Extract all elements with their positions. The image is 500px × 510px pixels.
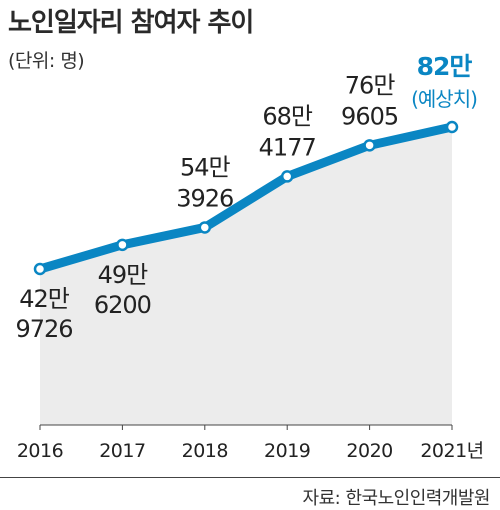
x-tick-label: 2017 (99, 440, 145, 462)
area-fill (40, 127, 452, 425)
data-label-primary: 49만 (98, 261, 149, 289)
data-point (445, 120, 459, 134)
x-tick-label: 2018 (182, 440, 228, 462)
source-text: 자료: 한국노인인력개발원 (302, 488, 491, 509)
data-label-secondary: 9605 (341, 102, 398, 130)
data-point (33, 262, 47, 276)
data-label-secondary: 3926 (176, 184, 233, 212)
point-layer (33, 120, 459, 276)
data-label-primary: 42만 (19, 285, 70, 313)
area-layer (40, 127, 452, 425)
data-label-primary: 76만 (345, 71, 396, 99)
data-point (198, 221, 212, 234)
x-tick-label: 2019 (264, 440, 310, 462)
data-label-secondary: 4177 (259, 133, 316, 161)
x-tick-label: 2020 (346, 440, 392, 462)
data-label-primary: 82만 (417, 52, 473, 81)
data-point (280, 170, 294, 183)
footer-divider (0, 477, 500, 478)
data-label-primary: 54만 (180, 153, 231, 181)
chart-title: 노인일자리 참여자 추이 (8, 8, 254, 38)
series-line (35, 122, 457, 274)
data-label-primary: 68만 (262, 102, 313, 130)
unit-label: (단위: 명) (8, 50, 85, 72)
data-point (116, 238, 129, 252)
data-point (363, 139, 376, 152)
data-label-secondary: (예상치) (411, 87, 477, 111)
x-tick-label: 2021년 (420, 440, 483, 462)
data-label-secondary: 6200 (94, 291, 151, 319)
x-tick-label: 2016 (17, 440, 63, 462)
x-axis: 2016 2017 2018 2019 2020 2021년 (17, 424, 484, 462)
data-label-secondary: 9726 (15, 315, 72, 343)
line-layer (35, 122, 457, 274)
